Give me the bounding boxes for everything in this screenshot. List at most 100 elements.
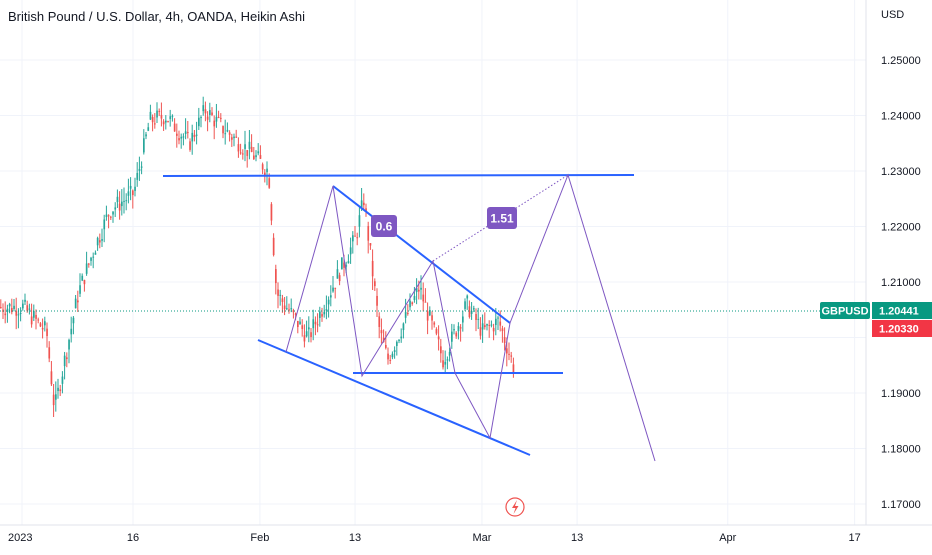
candle-body	[290, 308, 293, 310]
candle-body	[147, 127, 150, 131]
candle-body	[363, 202, 365, 206]
candle-body	[112, 211, 114, 215]
candle-body	[396, 341, 398, 347]
candle-body	[202, 105, 205, 112]
candle-body	[501, 328, 504, 332]
candle-body	[477, 318, 480, 320]
ratio-label-0-6-bg	[371, 215, 397, 237]
candle-body	[283, 305, 286, 310]
candle-body	[52, 394, 55, 406]
candle-body	[261, 164, 264, 170]
candle-body	[475, 314, 477, 320]
candle-body	[30, 316, 33, 325]
candle-body	[352, 235, 354, 242]
candle-body	[356, 237, 359, 239]
candle-body	[343, 262, 345, 268]
y-tick-label: 1.24000	[881, 111, 921, 123]
candle-body	[237, 144, 240, 152]
candle-body	[426, 311, 429, 321]
candle-body	[492, 327, 495, 332]
candle-body	[41, 327, 44, 330]
candle-body	[171, 115, 174, 117]
candle-body	[378, 316, 381, 327]
fib-dotted-line	[432, 174, 569, 262]
candle-body	[484, 325, 486, 328]
candle-body	[446, 359, 449, 361]
candle-body	[448, 351, 451, 356]
candle-body	[182, 136, 185, 138]
candle-body	[248, 141, 251, 149]
candle-body	[184, 131, 187, 134]
candle-body	[400, 336, 403, 339]
candle-body	[99, 240, 101, 243]
candle-body	[479, 327, 482, 336]
candle-body	[270, 204, 273, 221]
symbol-tag: GBPUSD	[821, 306, 868, 318]
candle-body	[512, 364, 515, 373]
candle-body	[382, 337, 385, 343]
current-price-tag-bg	[872, 302, 932, 319]
candle-body	[422, 294, 425, 302]
candle-body	[415, 288, 418, 293]
candle-body	[488, 324, 491, 326]
candle-body	[13, 305, 15, 309]
candle-body	[83, 279, 86, 285]
candle-body	[497, 317, 499, 319]
candle-body	[442, 360, 444, 368]
candle-body	[88, 263, 90, 265]
candle-body	[178, 138, 180, 141]
candle-body	[499, 321, 502, 326]
candle-body	[107, 215, 110, 217]
candle-body	[50, 371, 53, 385]
candle-body	[143, 138, 145, 153]
candle-body	[6, 308, 9, 312]
candle-body	[490, 324, 493, 326]
candle-body	[15, 310, 18, 316]
drawings: 0.6 1.51	[0, 173, 866, 517]
candle-body	[26, 305, 29, 311]
candle-body	[433, 322, 436, 325]
candle-body	[138, 168, 141, 171]
candle-body	[279, 294, 282, 296]
candle-body	[206, 116, 209, 120]
candle-body	[66, 357, 68, 360]
candle-body	[19, 313, 22, 315]
candle-body	[162, 121, 165, 125]
x-tick-label: 2023	[8, 532, 32, 544]
candle-body	[195, 134, 198, 136]
candle-body	[380, 330, 383, 334]
candle-body	[140, 166, 143, 168]
candle-body	[259, 155, 262, 159]
candle-body	[255, 155, 257, 158]
candle-body	[46, 328, 48, 337]
y-tick-label: 1.19000	[881, 388, 921, 400]
candle-body	[242, 153, 244, 155]
x-tick-label: 16	[127, 532, 139, 544]
candle-body	[453, 329, 455, 331]
candle-body	[411, 302, 414, 305]
candle-body	[213, 120, 216, 127]
candle-body	[39, 323, 42, 327]
candle-body	[319, 311, 321, 318]
candle-body	[332, 287, 334, 292]
candle-body	[59, 389, 62, 392]
candle-body	[367, 226, 370, 241]
candle-body	[407, 312, 409, 314]
candle-body	[360, 200, 363, 208]
candle-body	[167, 121, 169, 123]
candle-body	[444, 361, 447, 365]
candle-body	[125, 200, 128, 202]
candle-body	[374, 281, 376, 287]
candle-body	[145, 134, 147, 137]
candle-body	[429, 309, 431, 316]
x-tick-label: Apr	[719, 532, 736, 544]
candle-body	[310, 332, 312, 338]
candle-body	[369, 243, 372, 246]
candle-body	[244, 144, 246, 149]
candle-body	[149, 111, 152, 120]
candle-body	[409, 300, 411, 308]
candle-body	[341, 257, 343, 270]
